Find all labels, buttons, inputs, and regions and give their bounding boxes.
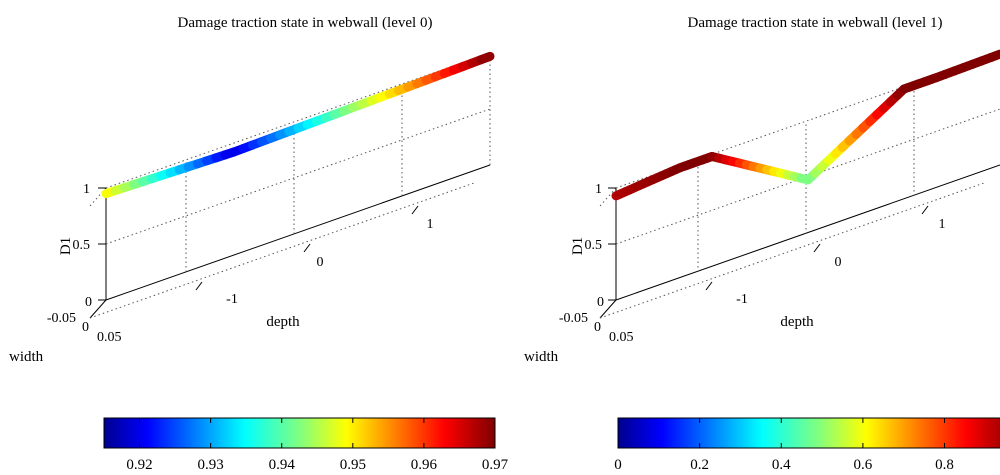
z-axis-label: D1 xyxy=(58,237,74,255)
d1-tick-label: 0 xyxy=(85,295,92,310)
axes-box xyxy=(89,164,491,319)
colorbar-tick-label: 0.96 xyxy=(411,457,438,473)
chart-title: Damage traction state in webwall (level … xyxy=(688,15,943,31)
colorbar-gradient xyxy=(617,417,1000,449)
tick-mark xyxy=(705,281,713,291)
depth-axis-line xyxy=(105,164,491,301)
tick-mark xyxy=(921,205,929,215)
colorbar-tick-label: 0.93 xyxy=(198,457,224,473)
x-axis-label: depth xyxy=(780,314,814,330)
colorbar-tick-label: 0.97 xyxy=(482,457,509,473)
depth-axis-line xyxy=(615,164,1000,301)
damage-curve-segment xyxy=(990,49,1000,61)
grid-line xyxy=(89,182,475,319)
damage-curve xyxy=(611,49,1000,201)
tick-mark xyxy=(813,243,821,253)
y-axis-label: width xyxy=(524,349,559,365)
chart-panel-level-0: Damage traction state in webwall (level … xyxy=(9,15,509,473)
grid-line xyxy=(105,52,491,189)
colorbar: 0.92 0.93 0.94 0.95 0.96 0.97 xyxy=(103,417,509,473)
depth-tick-label: 0 xyxy=(835,255,842,270)
depth-tick-label: 0 xyxy=(317,255,324,270)
depth-tick-label: -1 xyxy=(736,292,748,307)
tick-mark xyxy=(195,281,203,291)
chart-panel-level-1: Damage traction state in webwall (level … xyxy=(524,15,1000,473)
grid-lines xyxy=(89,52,491,319)
tick-mark xyxy=(303,243,311,253)
depth-tick-label: 1 xyxy=(939,217,946,232)
depth-tick-label: 1 xyxy=(427,217,434,232)
d1-tick-label: 0.5 xyxy=(73,238,91,253)
colorbar-tick-label: 0.4 xyxy=(772,457,791,473)
colorbar-tick-label: 0.6 xyxy=(854,457,873,473)
colorbar-tick-label: 0.92 xyxy=(126,457,152,473)
width-axis-line xyxy=(599,299,617,319)
width-tick-label: 0.05 xyxy=(609,330,634,345)
colorbar-tick-label: 0.94 xyxy=(269,457,296,473)
depth-tick-marks xyxy=(98,187,419,301)
width-tick-label: 0 xyxy=(594,320,601,335)
colorbar: 0 0.2 0.4 0.6 0.8 xyxy=(614,417,1000,473)
chart-title: Damage traction state in webwall (level … xyxy=(178,15,433,31)
colorbar-tick-label: 0.8 xyxy=(935,457,954,473)
width-axis-line xyxy=(89,299,107,319)
damage-curve xyxy=(101,51,495,199)
colorbar-tick-label: 0.95 xyxy=(340,457,366,473)
width-tick-label: 0.05 xyxy=(97,330,122,345)
depth-tick-marks xyxy=(608,187,929,301)
width-tick-label: -0.05 xyxy=(47,311,76,326)
d1-tick-label: 0 xyxy=(597,295,604,310)
tick-mark xyxy=(411,205,419,215)
colorbar-tick-label: 0.2 xyxy=(690,457,709,473)
colorbar-gradient xyxy=(103,417,496,449)
grid-lines xyxy=(599,52,1000,319)
grid-line xyxy=(599,182,985,319)
axes-box xyxy=(599,164,1000,319)
grid-line xyxy=(105,108,491,245)
damage-curve-segment xyxy=(476,51,495,65)
width-tick-label: 0 xyxy=(82,320,89,335)
d1-tick-label: 1 xyxy=(595,182,602,197)
width-tick-label: -0.05 xyxy=(559,311,588,326)
d1-tick-label: 0.5 xyxy=(585,238,603,253)
z-axis-label: D1 xyxy=(570,237,586,255)
y-axis-label: width xyxy=(9,349,44,365)
depth-tick-label: -1 xyxy=(226,292,238,307)
x-axis-label: depth xyxy=(266,314,300,330)
colorbar-tick-label: 0 xyxy=(614,457,622,473)
d1-tick-label: 1 xyxy=(83,182,90,197)
